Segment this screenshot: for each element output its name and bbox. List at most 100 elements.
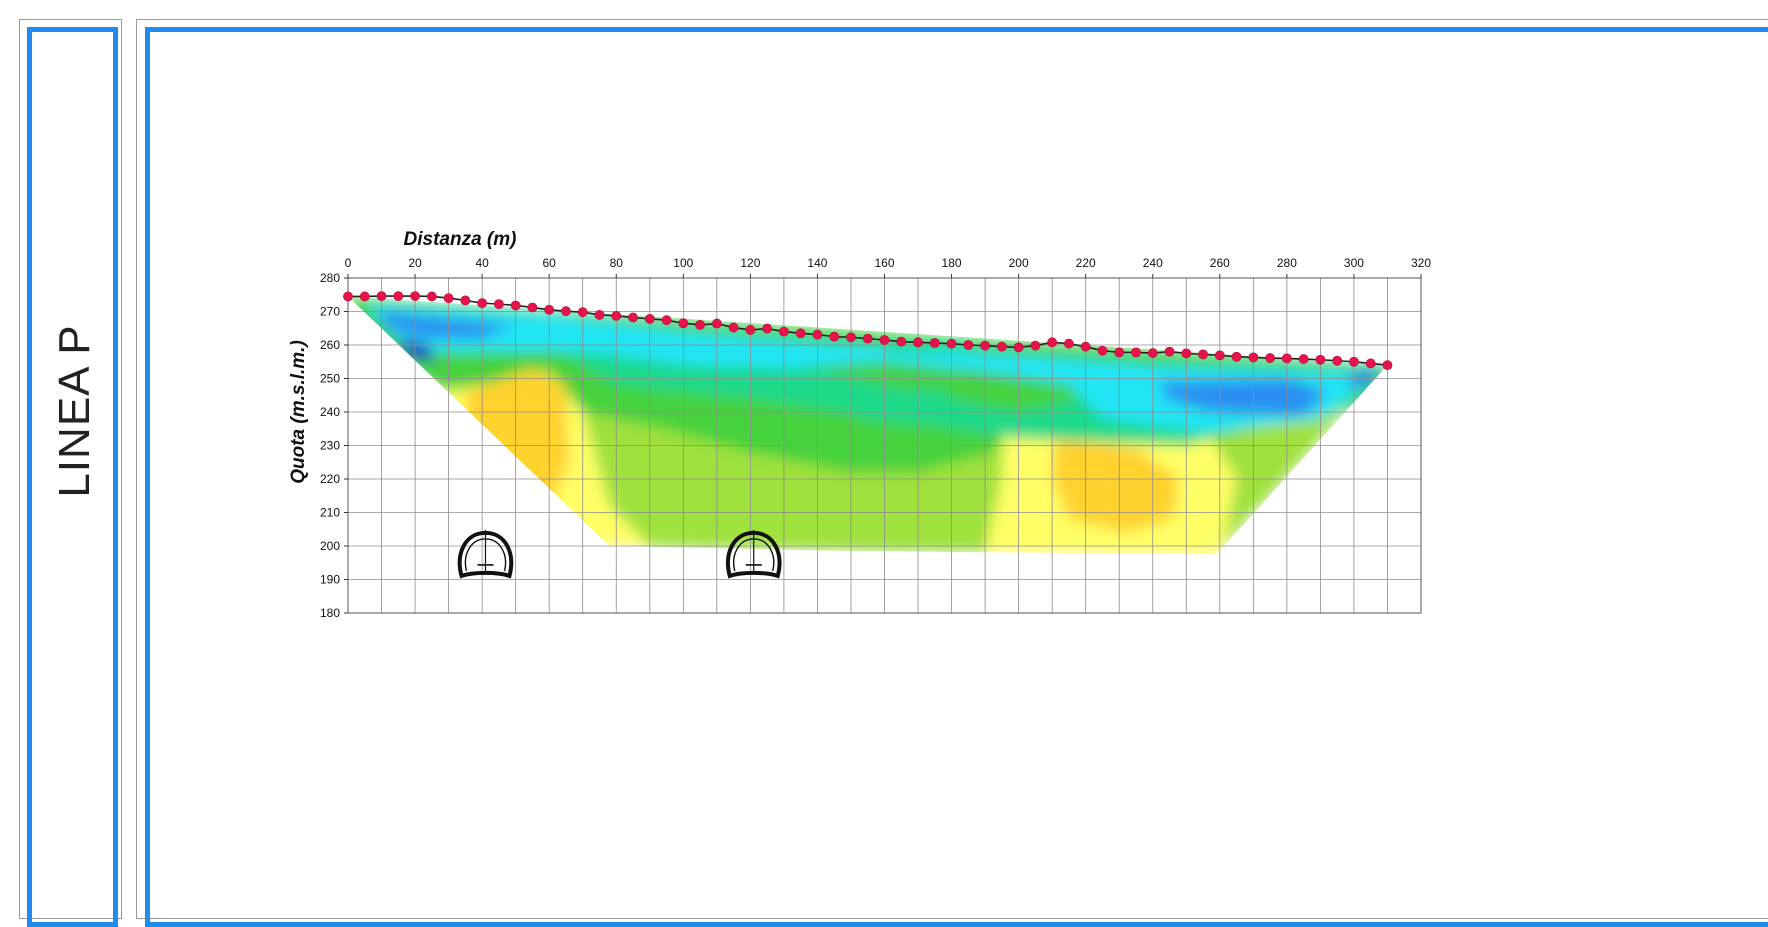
x-tick-label: 280 bbox=[1277, 256, 1297, 270]
electrode-point bbox=[829, 331, 840, 342]
y-tick-label: 240 bbox=[320, 405, 340, 419]
electrode-point bbox=[929, 338, 940, 348]
electrode-point bbox=[913, 337, 923, 348]
electrode-point bbox=[1198, 349, 1208, 360]
electrode-point bbox=[1047, 337, 1058, 348]
electrode-point bbox=[879, 335, 890, 345]
electrode-point bbox=[980, 340, 990, 351]
electrode-point bbox=[963, 340, 974, 350]
resistivity-section-chart: 0 20 40 60 80 100 120 140 160 180 200 220 240 260 280 3… bbox=[288, 229, 1431, 620]
electrode-point bbox=[946, 338, 957, 349]
survey-line bbox=[343, 291, 1393, 370]
electrode-point bbox=[477, 298, 488, 309]
electrode-point bbox=[862, 333, 873, 344]
tunnel-outline bbox=[457, 530, 514, 579]
electrode-point bbox=[1080, 341, 1091, 352]
electrode-point bbox=[996, 341, 1007, 352]
electrode-point bbox=[493, 299, 504, 310]
x-axis-title: Distanza (m) bbox=[404, 229, 517, 250]
electrode-point bbox=[644, 313, 655, 324]
electrode-point bbox=[527, 302, 538, 313]
electrode-point bbox=[779, 326, 789, 337]
x-tick-label: 160 bbox=[874, 256, 894, 270]
x-tick-label: 60 bbox=[543, 256, 557, 270]
electrode-point bbox=[1315, 354, 1326, 365]
electrode-point bbox=[410, 291, 420, 301]
y-tick-label: 180 bbox=[320, 606, 340, 620]
electrode-point bbox=[728, 322, 739, 333]
tunnel-outline bbox=[726, 530, 782, 579]
electrode-point bbox=[544, 304, 555, 315]
tick-labels: 0 20 40 60 80 100 120 140 160 180 200 220 240 260 280 3… bbox=[320, 256, 1431, 620]
electrode-point bbox=[359, 291, 370, 302]
axis-titles: Distanza (m) Quota (m.s.l.m.) bbox=[288, 229, 516, 484]
x-tick-label: 120 bbox=[740, 256, 760, 270]
y-tick-label: 210 bbox=[320, 506, 340, 520]
electrode-point bbox=[426, 291, 437, 302]
electrode-point bbox=[1131, 347, 1141, 358]
electrode-point bbox=[1298, 354, 1309, 364]
electrode-point bbox=[510, 300, 521, 311]
y-axis-title: Quota (m.s.l.m.) bbox=[288, 340, 309, 484]
x-tick-label: 140 bbox=[807, 256, 827, 270]
electrode-point bbox=[1013, 342, 1024, 353]
tunnel-icon bbox=[457, 529, 514, 579]
x-tick-label: 320 bbox=[1411, 256, 1431, 270]
electrode-point bbox=[561, 306, 571, 317]
electrode-point bbox=[343, 291, 353, 302]
electrode-point bbox=[1332, 355, 1343, 366]
electrode-point bbox=[443, 293, 454, 303]
y-tick-label: 260 bbox=[320, 338, 340, 352]
electrode-point bbox=[594, 309, 605, 320]
electrode-point bbox=[1147, 348, 1158, 358]
electrode-point bbox=[1030, 340, 1041, 351]
heatmap-zone bbox=[465, 368, 570, 513]
x-tick-label: 180 bbox=[942, 256, 962, 270]
electrode-point bbox=[1382, 360, 1393, 370]
heatmap-zone bbox=[1052, 438, 1180, 533]
x-tick-label: 40 bbox=[475, 256, 489, 270]
electrode-point bbox=[460, 295, 471, 306]
electrode-point bbox=[1281, 353, 1292, 364]
electrode-point bbox=[1064, 338, 1074, 349]
y-tick-label: 220 bbox=[320, 472, 340, 486]
y-tick-label: 200 bbox=[320, 539, 340, 553]
electrode-point bbox=[1114, 347, 1125, 358]
electrode-point bbox=[795, 328, 806, 339]
x-tick-label: 220 bbox=[1076, 256, 1096, 270]
electrode-point bbox=[1164, 346, 1175, 357]
electrode-point bbox=[678, 318, 689, 329]
x-tick-label: 240 bbox=[1143, 256, 1163, 270]
electrode-point bbox=[1365, 358, 1376, 369]
tunnel-icon bbox=[726, 529, 782, 579]
heatmap-zone bbox=[364, 304, 1381, 433]
electrode-point bbox=[711, 318, 722, 329]
electrode-point bbox=[1349, 356, 1359, 367]
electrode-point bbox=[376, 291, 387, 301]
x-tick-label: 0 bbox=[345, 256, 352, 270]
x-tick-label: 200 bbox=[1009, 256, 1029, 270]
electrode-point bbox=[762, 323, 773, 334]
electrode-point bbox=[393, 291, 404, 301]
y-tick-label: 270 bbox=[320, 305, 340, 319]
electrode-point bbox=[695, 319, 705, 330]
electrode-point bbox=[1097, 345, 1108, 356]
electrode-point bbox=[1265, 353, 1276, 363]
y-tick-label: 280 bbox=[320, 271, 340, 285]
x-tick-label: 100 bbox=[673, 256, 693, 270]
electrode-point bbox=[1248, 352, 1259, 363]
x-tick-label: 80 bbox=[610, 256, 624, 270]
y-tick-label: 250 bbox=[320, 372, 340, 386]
y-tick-label: 190 bbox=[320, 573, 340, 587]
electrode-point bbox=[611, 310, 622, 321]
y-tick-label: 230 bbox=[320, 439, 340, 453]
x-tick-label: 20 bbox=[408, 256, 422, 270]
tunnels bbox=[457, 529, 782, 579]
electrode-point bbox=[1231, 351, 1242, 362]
electrode-point bbox=[577, 307, 588, 318]
electrode-point bbox=[1214, 350, 1225, 361]
electrode-point bbox=[1181, 348, 1192, 359]
heatmap-zone bbox=[1159, 378, 1328, 416]
x-tick-label: 260 bbox=[1210, 256, 1230, 270]
x-tick-label: 300 bbox=[1344, 256, 1364, 270]
